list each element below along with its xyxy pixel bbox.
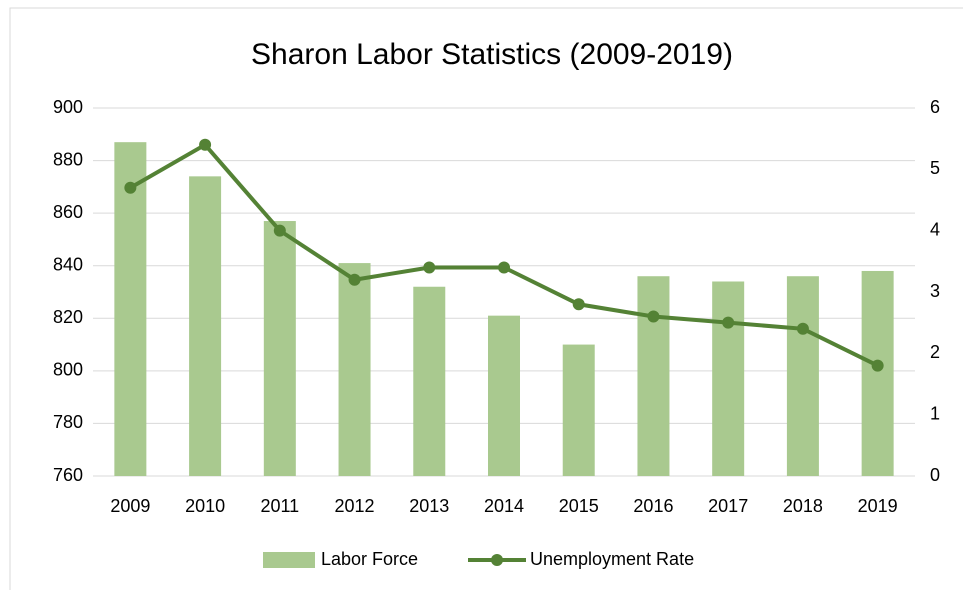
legend-swatch [263,552,315,568]
bar [114,142,147,476]
y-tick-label: 760 [53,465,83,485]
line-marker [796,322,809,335]
y-tick-label: 820 [53,307,83,327]
y2-tick-label: 2 [930,342,940,362]
line-marker [647,310,660,323]
x-tick-label: 2019 [858,496,898,516]
y2-tick-label: 0 [930,465,940,485]
y-tick-label: 880 [53,149,83,169]
x-tick-label: 2015 [559,496,599,516]
line-marker [871,359,884,372]
line-marker [348,273,361,286]
legend-label: Labor Force [321,549,418,569]
line-marker [498,261,510,274]
legend-label: Unemployment Rate [530,549,694,569]
x-tick-label: 2011 [260,496,299,516]
y-tick-label: 780 [53,412,83,432]
line-marker [722,316,735,329]
y-tick-label: 900 [53,97,83,117]
x-tick-label: 2016 [633,496,673,516]
y2-tick-label: 4 [930,219,940,239]
y2-tick-label: 1 [930,403,940,423]
line-marker [124,181,137,194]
legend-swatch-marker [491,554,503,566]
x-tick-label: 2018 [783,496,823,516]
bar [413,286,446,476]
chart-frame [9,7,963,590]
x-tick-label: 2013 [409,496,449,516]
x-tick-label: 2009 [110,496,150,516]
bar [712,281,745,476]
x-tick-label: 2014 [484,496,524,516]
x-tick-label: 2010 [185,496,225,516]
bar [488,315,520,476]
line-marker [273,224,286,237]
bar [189,176,222,477]
bar [263,221,296,476]
line-marker [199,138,212,151]
line-marker [572,298,585,311]
y-tick-label: 800 [53,360,83,380]
y-tick-label: 860 [53,202,83,222]
y2-tick-label: 6 [930,97,940,117]
y-tick-label: 840 [53,254,83,274]
y2-tick-label: 3 [930,281,940,301]
bar [637,276,670,476]
bar [861,270,894,476]
bar [338,263,371,476]
bar [562,344,595,476]
x-tick-label: 2017 [708,496,748,516]
line-marker [423,261,436,274]
x-tick-label: 2012 [335,496,375,516]
bar [786,276,819,476]
chart-title: Sharon Labor Statistics (2009-2019) [251,38,733,71]
y2-tick-label: 5 [930,158,940,178]
